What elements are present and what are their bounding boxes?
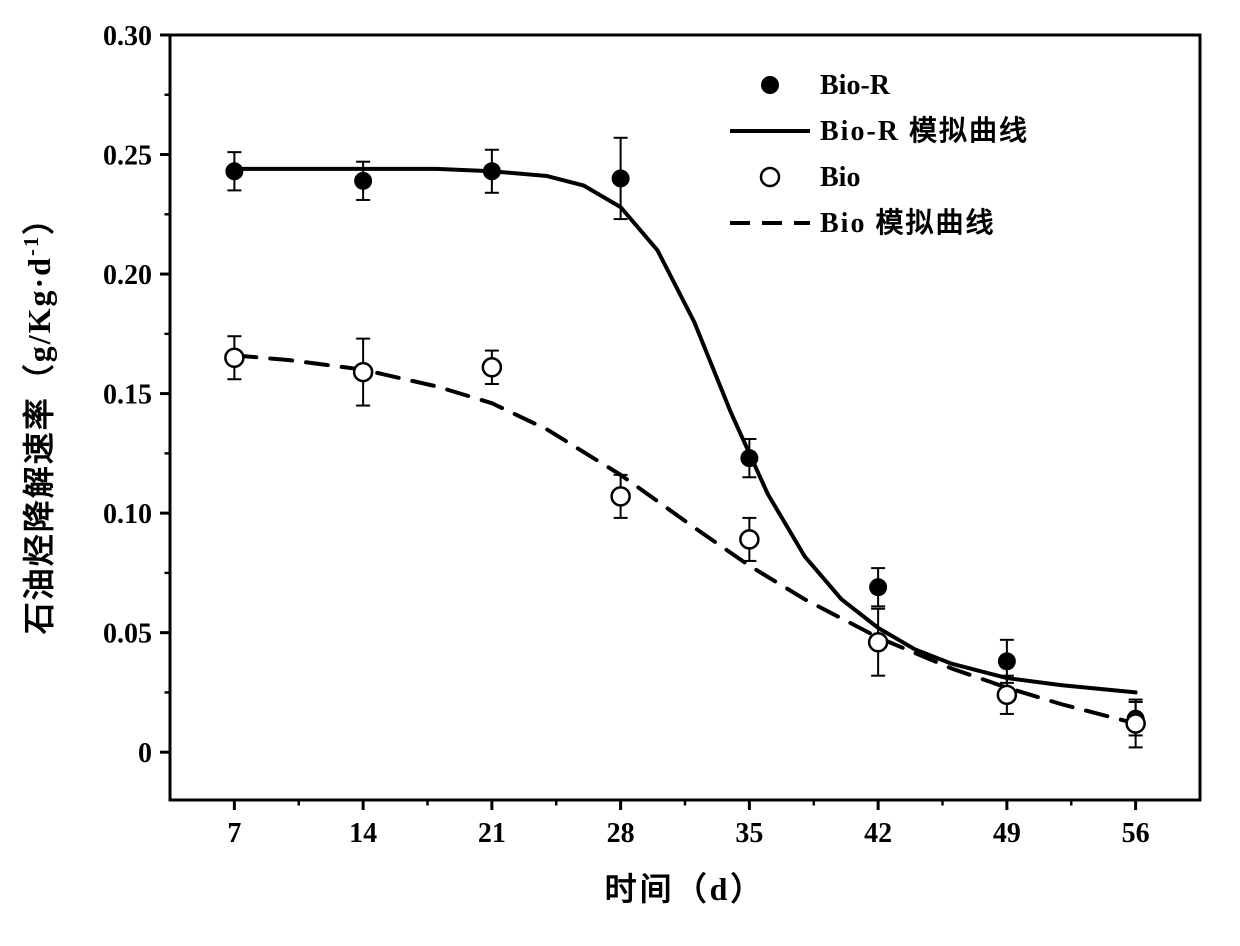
x-tick-label: 42 xyxy=(864,818,892,849)
plot-border xyxy=(170,35,1200,800)
x-tick-label: 21 xyxy=(478,818,506,849)
data-point xyxy=(869,578,887,596)
chart-svg: 7 14 21 28 35 42 49 56 0 0.05 0.10 0.15 0.20 0.25 0.30… xyxy=(0,0,1240,946)
data-point xyxy=(998,652,1016,670)
x-tick-label: 14 xyxy=(349,818,377,849)
data-point xyxy=(225,162,243,180)
y-tick-label: 0.30 xyxy=(103,21,152,52)
legend-label: Bio 模拟曲线 xyxy=(820,207,995,239)
y-tick-label: 0.05 xyxy=(103,619,152,650)
data-point xyxy=(354,172,372,190)
x-tick-label: 28 xyxy=(607,818,635,849)
legend-marker xyxy=(761,76,779,94)
y-tick-label: 0.10 xyxy=(103,499,152,530)
data-point xyxy=(612,169,630,187)
legend-label: Bio-R 模拟曲线 xyxy=(820,115,1029,147)
data-point xyxy=(483,358,501,376)
chart-container: 7 14 21 28 35 42 49 56 0 0.05 0.10 0.15 0.20 0.25 0.30… xyxy=(0,0,1240,946)
legend-marker xyxy=(761,168,779,186)
y-axis-label: 石油烃降解速率（g/Kg·d-1） xyxy=(20,201,57,636)
legend-label: Bio-R xyxy=(820,70,891,101)
y-tick-label: 0.25 xyxy=(103,141,152,172)
data-point xyxy=(612,487,630,505)
x-axis-label: 时间（d） xyxy=(605,871,766,907)
data-point xyxy=(225,349,243,367)
data-point xyxy=(483,162,501,180)
x-tick-label: 56 xyxy=(1122,818,1150,849)
data-point xyxy=(998,686,1016,704)
data-point xyxy=(740,530,758,548)
y-tick-label: 0 xyxy=(138,738,152,769)
y-tick-label: 0.20 xyxy=(103,260,152,291)
y-tick-label: 0.15 xyxy=(103,380,152,411)
data-point xyxy=(1127,715,1145,733)
x-tick-label: 35 xyxy=(735,818,763,849)
data-point xyxy=(869,633,887,651)
fit-curve xyxy=(234,355,1135,723)
legend-label: Bio xyxy=(820,162,860,193)
x-tick-label: 49 xyxy=(993,818,1021,849)
data-point xyxy=(354,363,372,381)
data-point xyxy=(740,449,758,467)
fit-curve xyxy=(234,169,1135,693)
x-tick-label: 7 xyxy=(227,818,241,849)
